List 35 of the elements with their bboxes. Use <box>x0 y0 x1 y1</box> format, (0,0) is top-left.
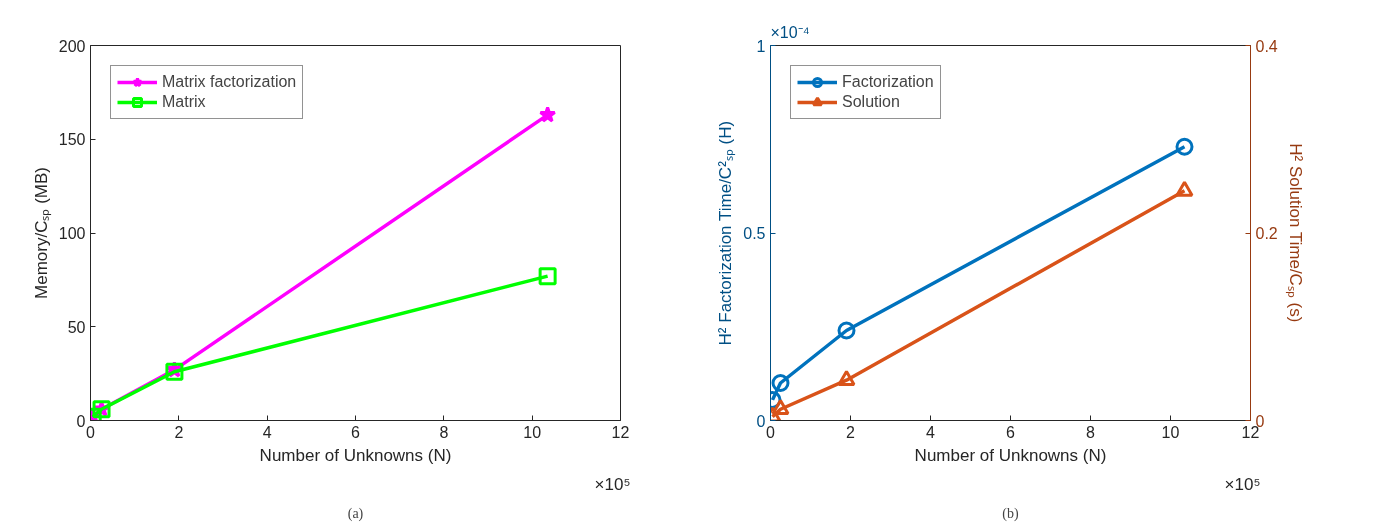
y-tick-label: 0 <box>76 412 86 430</box>
x-tick-label: 8 <box>1086 423 1096 441</box>
x-tick-label: 6 <box>1006 423 1016 441</box>
x-tick-label: 2 <box>174 423 184 441</box>
text: (a) <box>347 505 364 522</box>
x-tick-label: 10 <box>1161 423 1180 441</box>
y-axis-title: Memory/Cₛₚ (MB) <box>31 167 52 299</box>
y2-axis-title: H² Solution Time/Cₛₚ (s) <box>1284 143 1305 323</box>
text: ×10⁵ <box>594 474 631 494</box>
x-tick-label: 8 <box>439 423 449 441</box>
y-tick-label: 200 <box>58 37 86 55</box>
legend-label: Solution <box>842 93 900 111</box>
text: ×10⁻⁴ <box>770 23 810 41</box>
y2-tick-label: 0.4 <box>1255 37 1278 55</box>
y-tick-label: 1 <box>756 37 766 55</box>
y-tick-label: 150 <box>58 131 86 149</box>
y-tick-label: 0.5 <box>743 225 766 242</box>
y-tick-label: 0 <box>756 412 766 430</box>
x-axis-title: Number of Unknowns (N) <box>259 445 452 465</box>
x-tick-label: 12 <box>611 423 630 441</box>
y-axis-title: H² Factorization Time/C²ₛₚ (H) <box>716 120 737 346</box>
y-tick-label: 100 <box>58 225 86 242</box>
x-tick-label: 4 <box>262 423 272 441</box>
y2-tick-label: 0.2 <box>1255 225 1278 242</box>
legend-label: Matrix factorization <box>162 73 297 91</box>
text: ×10⁵ <box>1224 474 1261 494</box>
y-tick-label: 50 <box>67 318 86 336</box>
x-axis-title: Number of Unknowns (N) <box>914 445 1107 465</box>
text: (b) <box>1002 505 1019 522</box>
legend-label: Factorization <box>842 73 934 91</box>
x-tick-label: 10 <box>523 423 542 441</box>
x-tick-label: 6 <box>351 423 361 441</box>
x-tick-label: 4 <box>926 423 936 441</box>
legend-label: Matrix <box>162 93 206 111</box>
x-tick-label: 2 <box>846 423 856 441</box>
